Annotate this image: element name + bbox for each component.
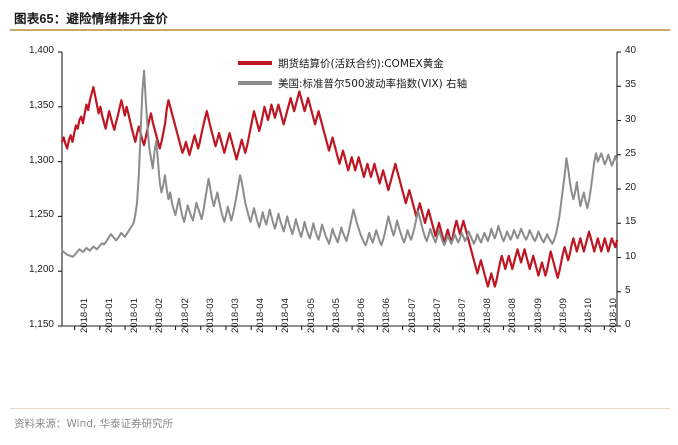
x-axis-tick-label: 2018-03 [204, 298, 216, 333]
legend-item-gold: 期货结算价(活跃合约):COMEX黄金 [238, 54, 538, 72]
legend-label-vix: 美国:标准普尔500波动率指数(VIX) 右轴 [278, 77, 468, 90]
x-axis-tick-label: 2018-07 [457, 298, 469, 333]
y-axis-right-tick-label: 40 [625, 45, 637, 56]
y-axis-right-tick-label: 30 [625, 113, 637, 125]
chart-legend: 期货结算价(活跃合约):COMEX黄金 美国:标准普尔500波动率指数(VIX)… [238, 54, 538, 94]
x-axis-tick-label: 2018-06 [381, 298, 393, 333]
y-axis-right-tick-label: 0 [625, 319, 631, 330]
x-axis-tick-label: 2018-07 [406, 298, 418, 333]
left-axis-ticks [58, 51, 62, 327]
x-axis-tick-label: 2018-07 [431, 298, 443, 333]
y-axis-left-tick-label: 1,200 [28, 264, 54, 276]
y-axis-right-tick-label: 15 [625, 216, 637, 228]
chart-header: 图表65：避险情绪推升金价 [0, 0, 678, 32]
legend-label-gold: 期货结算价(活跃合约):COMEX黄金 [278, 57, 444, 70]
x-axis-tick-label: 2018-02 [154, 298, 166, 333]
x-axis-tick-label: 2018-09 [532, 298, 544, 333]
x-axis-tick-label: 2018-06 [356, 298, 368, 333]
legend-swatch-gold [238, 61, 272, 65]
title-divider [10, 29, 670, 31]
y-axis-left-tick-label: 1,400 [28, 45, 54, 56]
x-axis-tick-label: 2018-01 [103, 298, 115, 333]
x-axis-tick-label: 2018-03 [229, 298, 241, 333]
series-line-gold [60, 85, 619, 288]
x-axis-tick-label: 2018-10 [608, 298, 620, 333]
x-axis-tick-label: 2018-05 [305, 298, 317, 333]
series-line-vix [61, 69, 618, 258]
y-axis-right-tick-label: 35 [625, 79, 637, 91]
x-axis-tick-label: 2018-08 [507, 298, 519, 333]
y-axis-right-tick-label: 10 [625, 250, 637, 262]
footer-divider [10, 408, 670, 409]
x-axis-tick-label: 2018-08 [482, 298, 494, 333]
y-axis-left-tick-label: 1,150 [28, 319, 54, 330]
legend-swatch-vix [238, 81, 272, 85]
page-title: 图表65：避险情绪推升金价 [14, 12, 169, 26]
x-axis-tick-label: 2018-02 [179, 298, 191, 333]
y-axis-right-tick-label: 20 [625, 182, 637, 193]
right-axis-ticks [617, 51, 621, 327]
legend-item-vix: 美国:标准普尔500波动率指数(VIX) 右轴 [238, 74, 538, 92]
source-note: 资料来源：Wind, 华泰证券研究所 [14, 418, 174, 430]
x-axis-tick-label: 2018-05 [330, 298, 342, 333]
x-axis-tick-label: 2018-01 [78, 298, 90, 333]
x-axis-tick-label: 2018-04 [255, 298, 267, 333]
x-axis-tick-label: 2018-10 [583, 298, 595, 333]
x-axis-tick-label: 2018-09 [557, 298, 569, 333]
y-axis-left-tick-label: 1,250 [28, 209, 54, 221]
x-axis-tick-label: 2018-01 [129, 298, 141, 333]
chart-canvas [58, 51, 621, 330]
y-axis-right-tick-label: 5 [625, 284, 631, 296]
y-axis-right-tick-label: 25 [625, 147, 637, 159]
x-axis-ticks [74, 326, 605, 330]
x-axis-tick-label: 2018-04 [280, 298, 292, 333]
y-axis-left-tick-label: 1,300 [28, 154, 54, 166]
chart-plot-area: 期货结算价(活跃合约):COMEX黄金 美国:标准普尔500波动率指数(VIX)… [0, 32, 678, 407]
title-accent-bar [0, 0, 9, 28]
y-axis-left-tick-label: 1,350 [28, 99, 54, 111]
